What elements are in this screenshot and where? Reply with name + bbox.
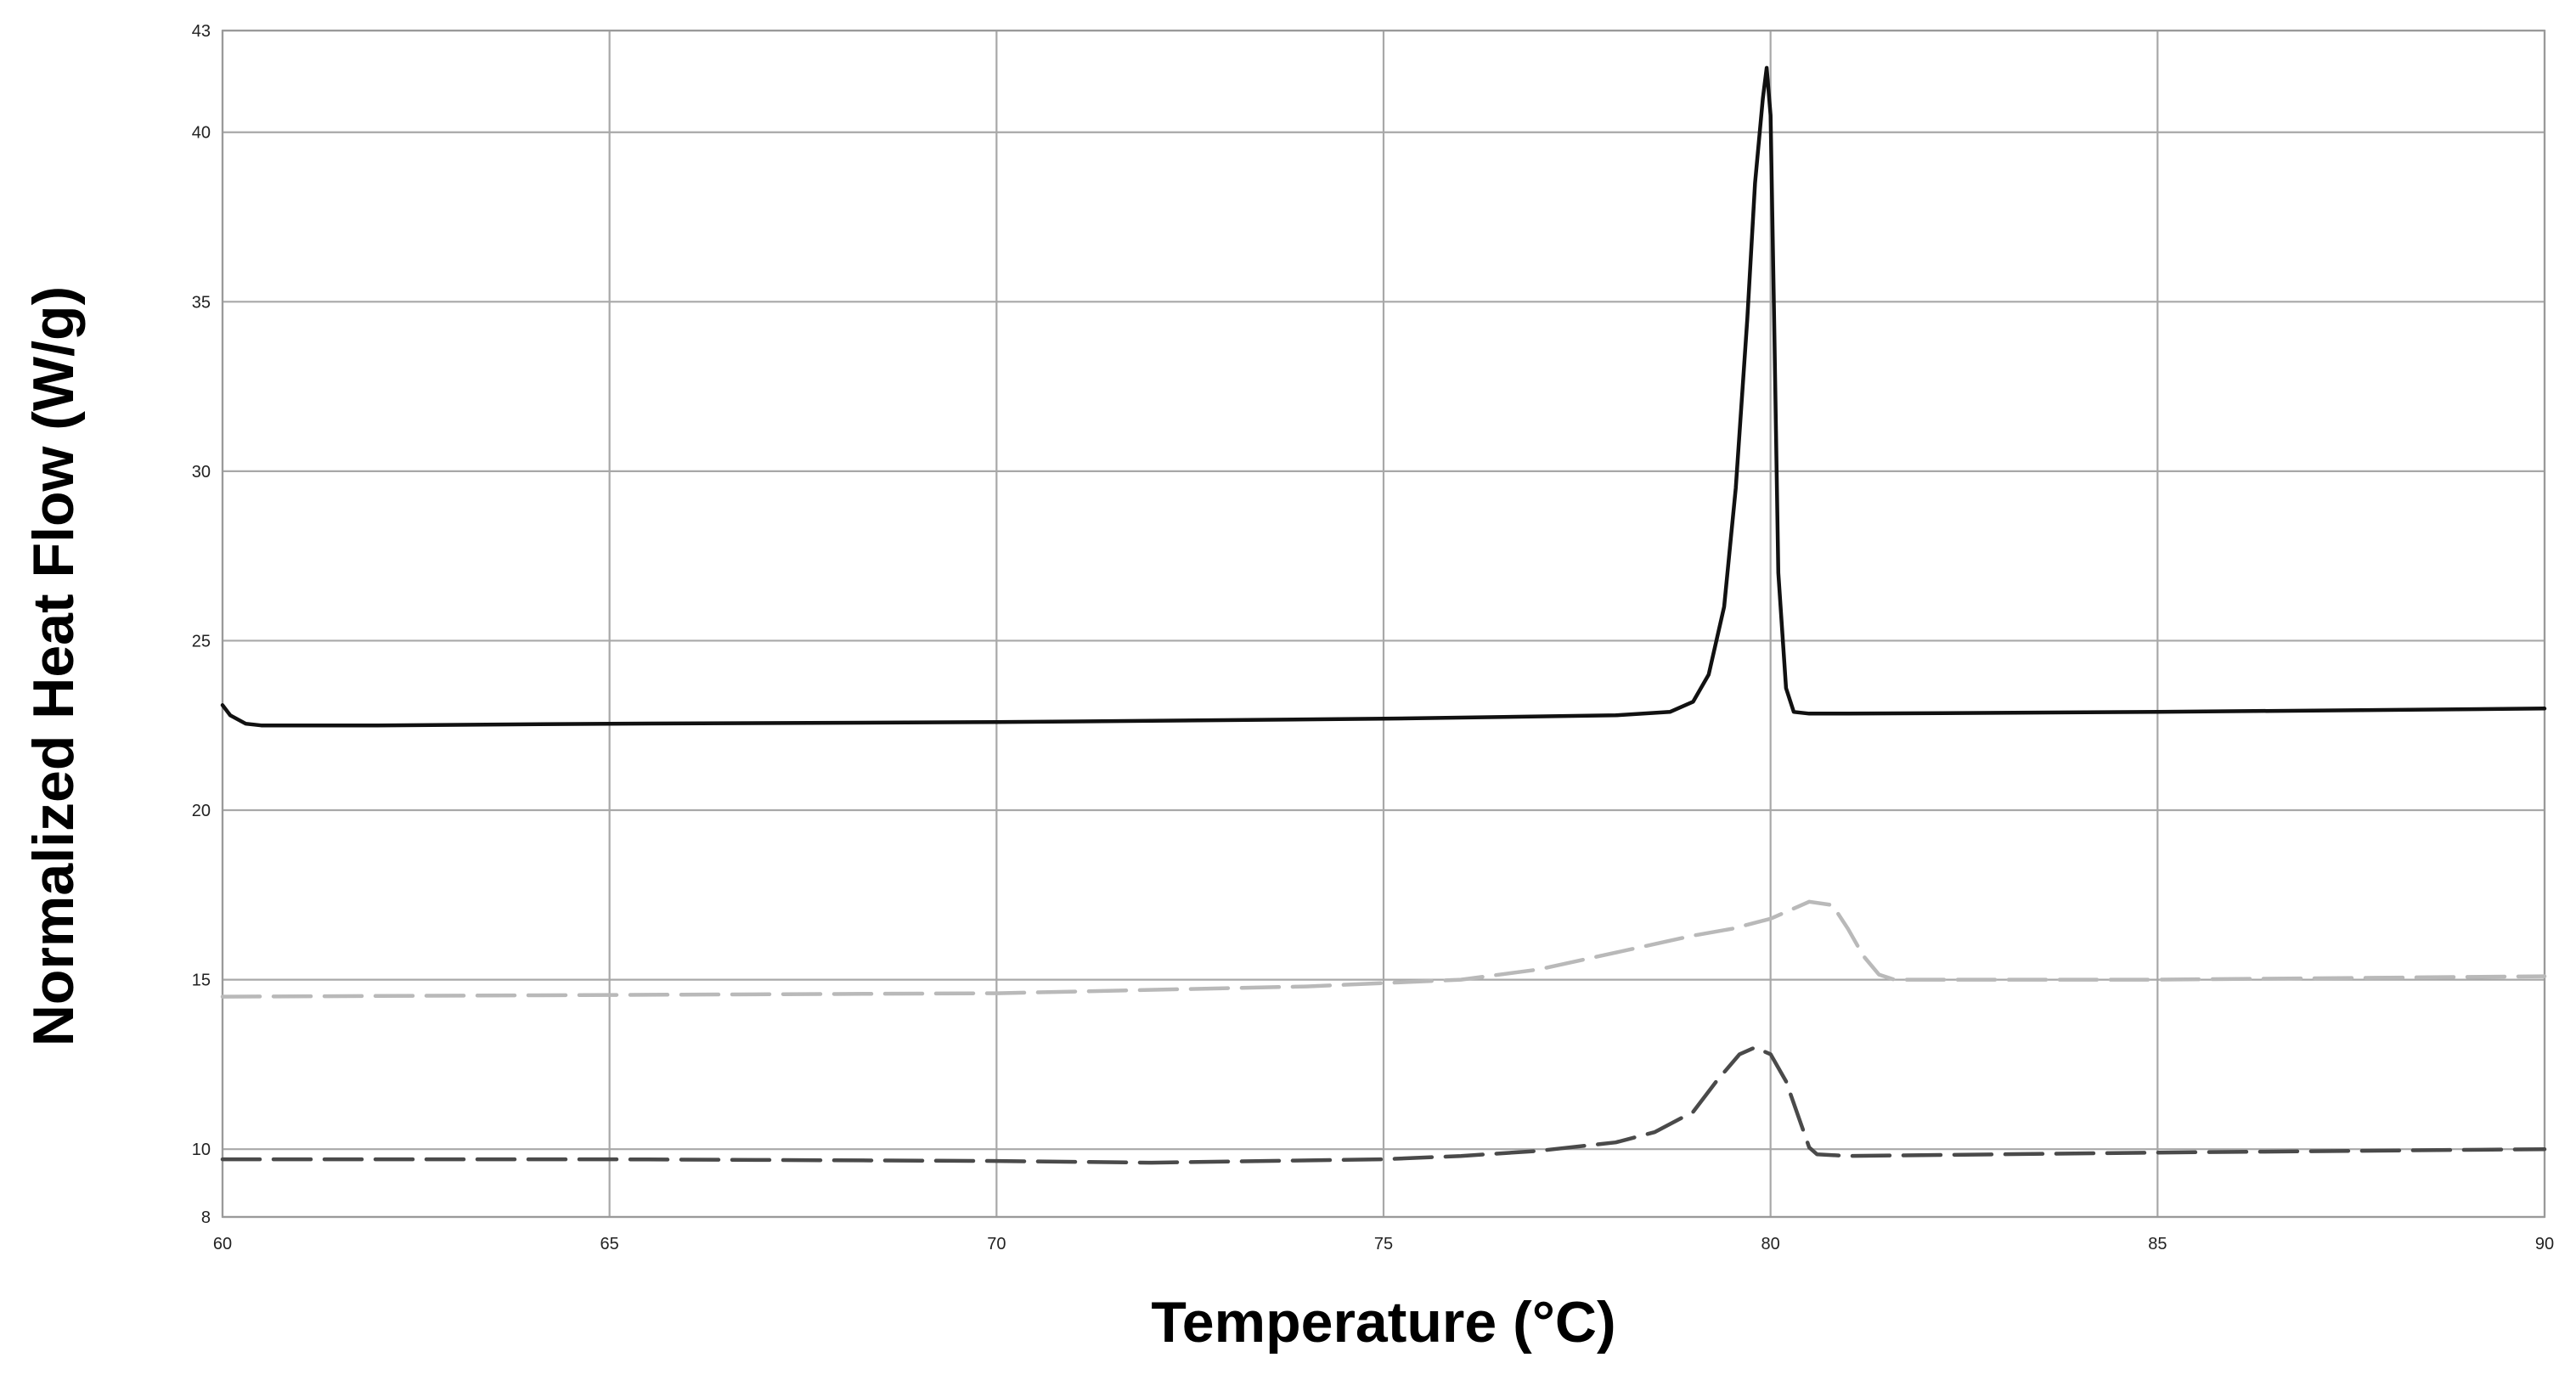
y-axis-title: Normalized Heat Flow (W/g) [21, 286, 86, 1046]
y-axis-ticks: 8 10 15 20 25 30 35 40 43 [192, 22, 211, 1227]
x-tick-label: 75 [1374, 1235, 1393, 1253]
x-tick-label: 60 [213, 1235, 232, 1253]
y-tick-label: 35 [192, 293, 211, 312]
x-tick-label: 90 [2535, 1235, 2554, 1253]
x-tick-label: 65 [600, 1235, 619, 1253]
grid [221, 29, 2546, 1219]
plot-area-frame [221, 29, 2546, 1219]
series-line-1 [220, 65, 2547, 728]
series-line-3 [220, 1045, 2547, 1165]
y-tick-label: 10 [192, 1141, 211, 1159]
y-tick-label: 25 [192, 632, 211, 651]
x-axis-ticks: 60 65 70 75 80 85 90 [213, 1235, 2554, 1253]
x-axis-title: Temperature (°C) [1151, 1290, 1615, 1355]
y-tick-label: 43 [192, 22, 211, 41]
y-tick-label: 40 [192, 124, 211, 143]
x-tick-label: 80 [1761, 1235, 1780, 1253]
y-tick-label: 8 [201, 1208, 211, 1227]
y-tick-label: 15 [192, 972, 211, 990]
x-tick-label: 85 [2148, 1235, 2167, 1253]
y-tick-label: 30 [192, 463, 211, 482]
series-group [220, 65, 2547, 1165]
x-tick-label: 70 [987, 1235, 1006, 1253]
y-tick-label: 20 [192, 802, 211, 820]
series-line-2 [220, 899, 2547, 999]
